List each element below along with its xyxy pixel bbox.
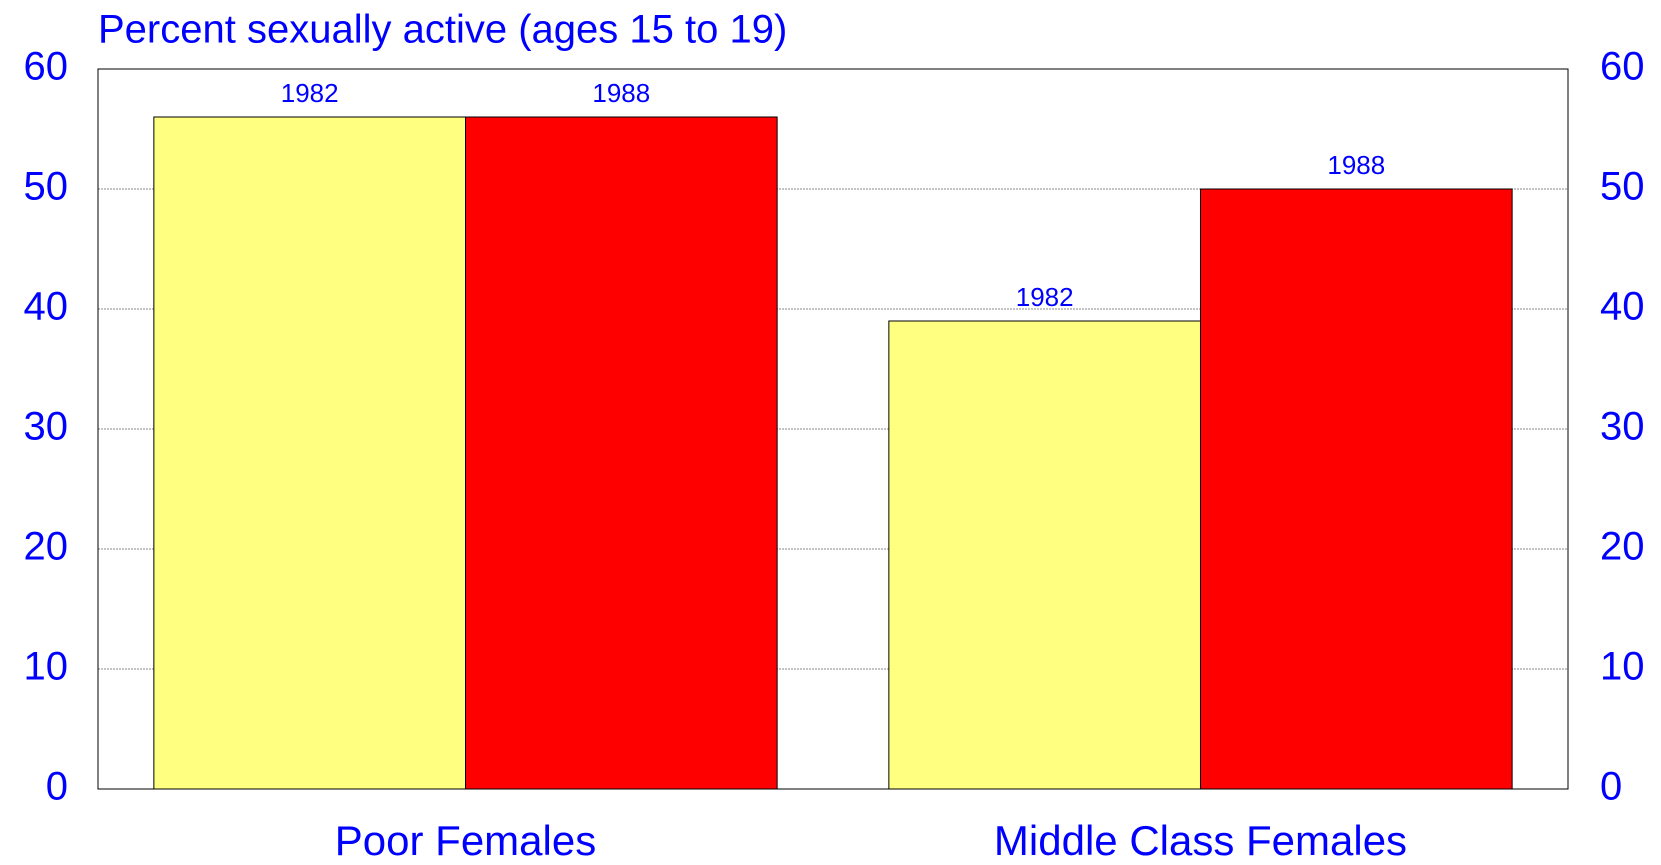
y2-tick-label: 10	[1600, 645, 1645, 689]
y2-tick-label: 0	[1600, 765, 1622, 809]
bar	[1200, 188, 1513, 790]
y2-tick-label: 40	[1600, 285, 1645, 329]
bar-label: 1988	[592, 78, 650, 108]
bar-label: 1982	[1016, 282, 1074, 312]
y-tick-label: 40	[24, 285, 69, 329]
chart-title: Percent sexually active (ages 15 to 19)	[98, 8, 787, 52]
y-tick-label: 10	[24, 645, 69, 689]
x-tick-label: Middle Class Females	[994, 817, 1407, 864]
x-tick-label: Poor Females	[335, 817, 596, 864]
bar	[465, 116, 778, 790]
y2-tick-label: 20	[1600, 525, 1645, 569]
y2-tick-label: 30	[1600, 405, 1645, 449]
y-tick-label: 0	[46, 765, 68, 809]
y-tick-label: 60	[24, 45, 69, 89]
bar	[153, 116, 467, 790]
y2-tick-label: 60	[1600, 45, 1645, 89]
y-tick-label: 30	[24, 405, 69, 449]
y-tick-label: 20	[24, 525, 69, 569]
plot-border	[97, 68, 1569, 790]
bar	[888, 320, 1201, 790]
y2-tick-label: 50	[1600, 165, 1645, 209]
bar-label: 1988	[1327, 150, 1385, 180]
bar-label: 1982	[281, 78, 339, 108]
y-tick-label: 50	[24, 165, 69, 209]
